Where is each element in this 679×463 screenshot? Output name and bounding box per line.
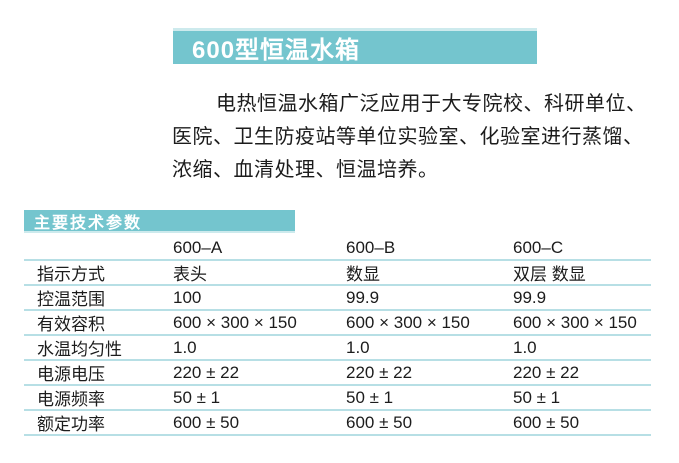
row-value: 600 ± 50	[173, 412, 240, 432]
intro-line-2: 医院、卫生防疫站等单位实验室、化验室进行蒸馏、	[172, 126, 644, 148]
row-label: 额定功率	[37, 415, 105, 434]
table-row: 指示方式 表头 数显 双层 数显	[24, 261, 651, 286]
row-value: 50 ± 1	[173, 387, 221, 407]
row-value: 100	[173, 287, 202, 307]
row-value: 600 × 300 × 150	[346, 312, 470, 332]
table-row: 电源频率 50 ± 1 50 ± 1 50 ± 1	[24, 386, 651, 411]
section-header-bar: 主要技术参数	[24, 210, 295, 233]
table-header-row: 600–A 600–B 600–C	[24, 236, 651, 261]
product-title-bar: 600型恒温水箱	[173, 28, 537, 64]
row-value: 数显	[346, 265, 380, 284]
intro-paragraph: 电热恒温水箱广泛应用于大专院校、科研单位、 医院、卫生防疫站等单位实验室、化验室…	[172, 88, 652, 187]
row-value: 600 × 300 × 150	[173, 312, 297, 332]
table-body: 指示方式 表头 数显 双层 数显控温范围 100 99.9 99.9 有效容积 600 × 30…	[24, 261, 651, 436]
row-value: 双层 数显	[513, 265, 586, 284]
row-value: 1.0	[173, 337, 197, 357]
table-header-600A: 600–A	[173, 237, 223, 257]
row-value: 600 ± 50	[513, 412, 580, 432]
row-label: 电源频率	[37, 390, 105, 409]
row-label: 指示方式	[37, 265, 105, 284]
row-label: 有效容积	[37, 315, 105, 334]
table-row: 有效容积 600 × 300 × 150 600 × 300 × 150 600 × …	[24, 311, 651, 336]
table-row: 控温范围 100 99.9 99.9	[24, 286, 651, 311]
table-header-600C: 600–C	[513, 237, 564, 257]
row-value: 99.9	[346, 287, 380, 307]
row-value: 99.9	[513, 287, 547, 307]
spec-table: 600–A 600–B 600–C 指示方式 表头 数显 双层 数显控温范围 100 99…	[24, 236, 651, 436]
row-value: 50 ± 1	[346, 387, 394, 407]
row-value: 220 ± 22	[173, 362, 240, 382]
row-value: 220 ± 22	[346, 362, 413, 382]
intro-line-3: 浓缩、血清处理、恒温培养。	[172, 159, 439, 181]
row-value: 1.0	[346, 337, 370, 357]
row-label: 水温均匀性	[37, 340, 122, 359]
table-header-600B: 600–B	[346, 237, 396, 257]
row-value: 220 ± 22	[513, 362, 580, 382]
row-value: 600 ± 50	[346, 412, 413, 432]
row-value: 50 ± 1	[513, 387, 561, 407]
row-value: 600 × 300 × 150	[513, 312, 637, 332]
product-title: 600型恒温水箱	[192, 37, 361, 64]
section-header-title: 主要技术参数	[34, 214, 143, 232]
table-row: 额定功率 600 ± 50 600 ± 50 600 ± 50	[24, 411, 651, 436]
table-row: 水温均匀性 1.0 1.0 1.0	[24, 336, 651, 361]
row-label: 电源电压	[37, 365, 105, 384]
row-value: 1.0	[513, 337, 537, 357]
row-value: 表头	[173, 265, 207, 284]
row-label: 控温范围	[37, 290, 105, 309]
table-row: 电源电压 220 ± 22 220 ± 22 220 ± 22	[24, 361, 651, 386]
intro-line-1: 电热恒温水箱广泛应用于大专院校、科研单位、	[216, 93, 647, 115]
